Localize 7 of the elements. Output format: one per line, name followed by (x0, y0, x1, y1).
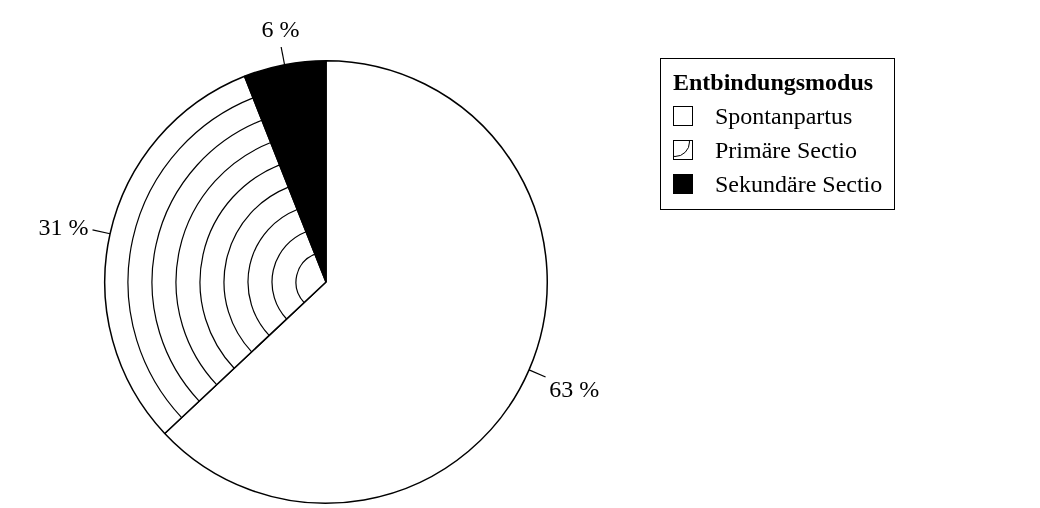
data-label: 31 % (38, 214, 89, 241)
legend-label: Primäre Sectio (715, 136, 857, 165)
legend-label: Spontanpartus (715, 102, 853, 131)
legend-title: Entbindungsmodus (673, 68, 875, 97)
legend-label: Sekundäre Sectio (715, 170, 883, 199)
data-label: 63 % (549, 375, 600, 402)
data-label: 6 % (261, 16, 300, 43)
